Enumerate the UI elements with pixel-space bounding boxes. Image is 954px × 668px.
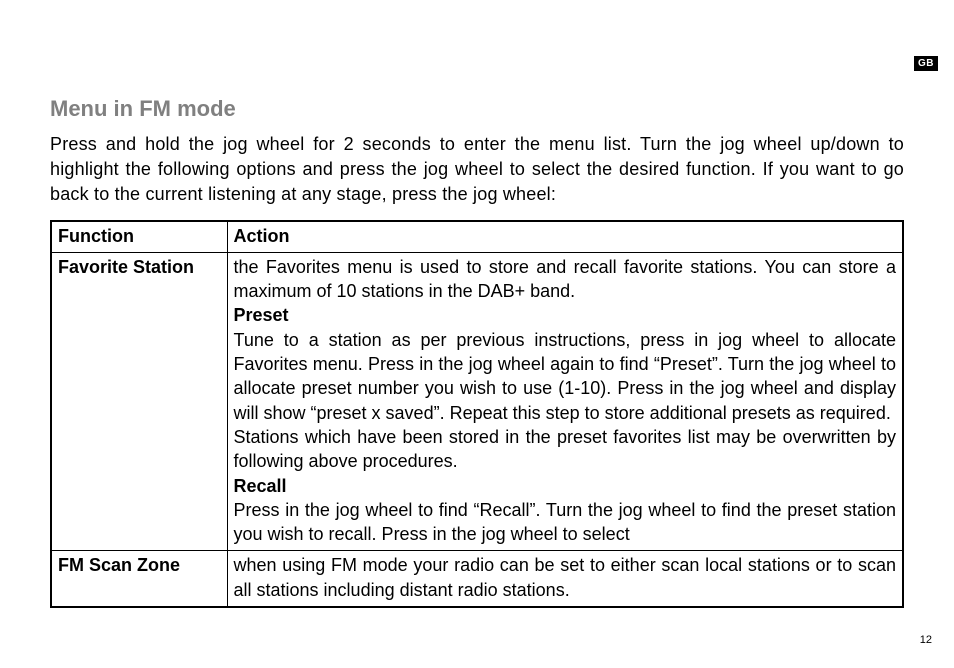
action-text: when using FM mode your radio can be set… [234,553,897,602]
action-cell: when using FM mode your radio can be set… [227,551,903,607]
section-heading: Menu in FM mode [50,96,904,122]
action-subheading: Preset [234,303,897,327]
table-row: Favorite Station the Favorites menu is u… [51,252,903,551]
language-badge: GB [914,56,938,71]
manual-page: GB Menu in FM mode Press and hold the jo… [0,0,954,668]
table-row: FM Scan Zone when using FM mode your rad… [51,551,903,607]
function-cell: Favorite Station [51,252,227,551]
action-cell: the Favorites menu is used to store and … [227,252,903,551]
page-number: 12 [920,634,932,646]
action-text: Press in the jog wheel to find “Recall”.… [234,498,897,547]
intro-paragraph: Press and hold the jog wheel for 2 secon… [50,132,904,208]
header-function: Function [51,221,227,253]
table-header-row: Function Action [51,221,903,253]
action-subheading: Recall [234,474,897,498]
function-cell: FM Scan Zone [51,551,227,607]
menu-table: Function Action Favorite Station the Fav… [50,220,904,608]
action-text: the Favorites menu is used to store and … [234,255,897,304]
action-text: Stations which have been stored in the p… [234,425,897,474]
header-action: Action [227,221,903,253]
action-text: Tune to a station as per previous instru… [234,328,897,425]
